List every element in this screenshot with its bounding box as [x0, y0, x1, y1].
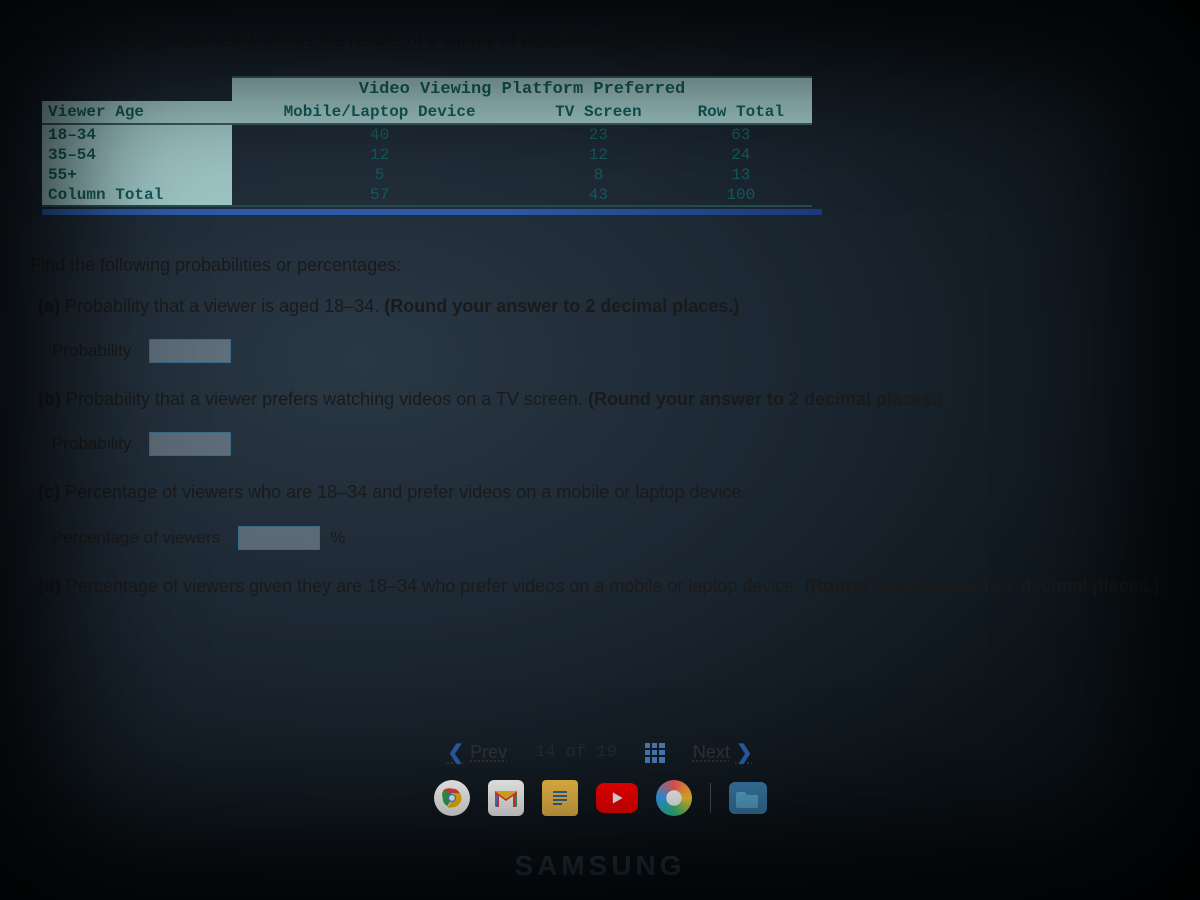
youtube-icon[interactable] [596, 783, 638, 813]
question-b: (b) Probability that a viewer prefers wa… [38, 387, 1170, 412]
question-d: (d) Percentage of viewers given they are… [38, 574, 1170, 599]
question-a: (a) Probability that a viewer is aged 18… [38, 294, 1170, 319]
taskbar [0, 774, 1200, 822]
prev-button[interactable]: ❮ Prev [447, 740, 507, 765]
gmail-icon[interactable] [488, 780, 524, 816]
table-row: 18–34 40 23 63 [42, 124, 812, 145]
answer-label-b: Probability [52, 434, 131, 454]
percent-suffix: % [330, 528, 345, 548]
docs-icon[interactable] [542, 780, 578, 816]
contingency-table: Video Viewing Platform Preferred Viewer … [42, 76, 812, 215]
answer-label-a: Probability [52, 341, 131, 361]
grid-icon[interactable] [645, 743, 665, 763]
table-underline [42, 209, 822, 215]
table-row: 55+ 5 8 13 [42, 165, 812, 185]
next-button[interactable]: Next ❯ [693, 740, 753, 765]
chevron-right-icon: ❯ [736, 740, 753, 765]
page-indicator: 14 of 19 [535, 743, 617, 762]
answer-input-b[interactable] [149, 432, 231, 456]
col-header-mobile: Mobile/Laptop Device [232, 101, 527, 124]
question-nav: ❮ Prev 14 of 19 Next ❯ [0, 740, 1200, 765]
table-title: Video Viewing Platform Preferred [232, 76, 812, 101]
col-header-tv: TV Screen [527, 101, 669, 124]
chevron-left-icon: ❮ [447, 740, 464, 765]
question-c: (c) Percentage of viewers who are 18–34 … [38, 480, 1170, 505]
monitor-brand: SAMSUNG [0, 850, 1200, 882]
answer-label-c: Percentage of viewers [52, 528, 220, 548]
files-icon[interactable] [729, 782, 767, 814]
play-icon[interactable] [656, 780, 692, 816]
intro-text: The contingency table below shows the re… [30, 30, 1170, 51]
answer-input-c[interactable] [238, 526, 320, 550]
col-header-rowtotal: Row Total [670, 101, 812, 124]
table-row: 35–54 12 12 24 [42, 145, 812, 165]
prompt-text: Find the following probabilities or perc… [30, 255, 1170, 276]
table-row: Column Total 57 43 100 [42, 185, 812, 206]
answer-input-a[interactable] [149, 339, 231, 363]
taskbar-divider [710, 783, 711, 813]
col-header-age: Viewer Age [42, 101, 232, 124]
chrome-icon[interactable] [434, 780, 470, 816]
